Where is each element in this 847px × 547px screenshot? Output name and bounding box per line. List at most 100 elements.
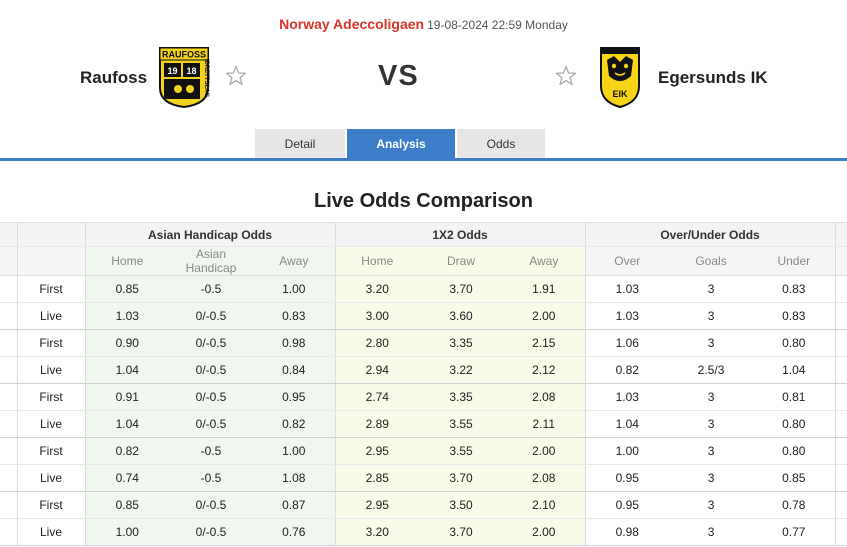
cell-ah-handicap[interactable]: 0/-0.5: [169, 518, 253, 546]
cell-ou-goals[interactable]: 3: [669, 383, 754, 411]
cell-1x2-draw[interactable]: 3.55: [419, 410, 504, 438]
cell-ah-home[interactable]: 0.90: [84, 329, 169, 357]
cell-ah-handicap[interactable]: -0.5: [169, 437, 253, 465]
tab-odds[interactable]: Odds: [457, 129, 545, 159]
cell-1x2-home[interactable]: 2.94: [334, 356, 420, 384]
cell-1x2-draw[interactable]: 3.22: [419, 356, 504, 384]
cell-ah-away[interactable]: 0.82: [253, 410, 336, 438]
cell-ou-under[interactable]: 0.80: [753, 329, 836, 357]
cell-1x2-draw[interactable]: 3.70: [419, 275, 504, 303]
cell-1x2-draw[interactable]: 3.60: [419, 302, 504, 330]
cell-ah-handicap[interactable]: 0/-0.5: [169, 302, 253, 330]
cell-ou-goals[interactable]: 3: [669, 518, 754, 546]
cell-ah-away[interactable]: 0.95: [253, 383, 336, 411]
cell-1x2-draw[interactable]: 3.70: [419, 464, 504, 492]
cell-ou-over[interactable]: 1.03: [584, 383, 670, 411]
cell-ah-home[interactable]: 1.03: [84, 302, 169, 330]
cell-1x2-draw[interactable]: 3.50: [419, 491, 504, 519]
cell-ou-over[interactable]: 0.82: [584, 356, 670, 384]
cell-1x2-away[interactable]: 2.08: [503, 383, 586, 411]
cell-ou-over[interactable]: 1.00: [584, 437, 670, 465]
cell-ah-away[interactable]: 0.84: [253, 356, 336, 384]
cell-ah-home[interactable]: 0.91: [84, 383, 169, 411]
cell-ou-under[interactable]: 0.85: [753, 464, 836, 492]
cell-ah-away[interactable]: 1.00: [253, 275, 336, 303]
cell-ah-handicap[interactable]: -0.5: [169, 275, 253, 303]
cell-ou-goals[interactable]: 3: [669, 329, 754, 357]
cell-1x2-home[interactable]: 2.74: [334, 383, 420, 411]
cell-ou-under[interactable]: 0.77: [753, 518, 836, 546]
cell-ou-over[interactable]: 0.95: [584, 464, 670, 492]
cell-ou-over[interactable]: 0.98: [584, 518, 670, 546]
tab-analysis[interactable]: Analysis: [347, 129, 455, 159]
cell-ah-away[interactable]: 1.00: [253, 437, 336, 465]
cell-ah-home[interactable]: 0.85: [84, 275, 169, 303]
cell-ah-handicap[interactable]: 0/-0.5: [169, 356, 253, 384]
cell-1x2-away[interactable]: 2.10: [503, 491, 586, 519]
cell-ou-goals[interactable]: 3: [669, 410, 754, 438]
cell-ah-handicap[interactable]: 0/-0.5: [169, 410, 253, 438]
cell-ou-over[interactable]: 1.04: [584, 410, 670, 438]
cell-ah-home[interactable]: 1.00: [84, 518, 169, 546]
cell-1x2-away[interactable]: 2.12: [503, 356, 586, 384]
cell-1x2-draw[interactable]: 3.35: [419, 383, 504, 411]
cell-ah-home[interactable]: 0.74: [84, 464, 169, 492]
cell-ou-goals[interactable]: 2.5/3: [669, 356, 754, 384]
cell-1x2-draw[interactable]: 3.70: [419, 518, 504, 546]
cell-1x2-home[interactable]: 3.00: [334, 302, 420, 330]
away-team-name[interactable]: Egersunds IK: [658, 68, 768, 87]
cell-ou-under[interactable]: 1.04: [753, 356, 836, 384]
cell-1x2-away[interactable]: 2.08: [503, 464, 586, 492]
cell-1x2-home[interactable]: 3.20: [334, 518, 420, 546]
cell-1x2-away[interactable]: 1.91: [503, 275, 586, 303]
row-type-label: Live: [17, 518, 85, 546]
cell-ou-over[interactable]: 0.95: [584, 491, 670, 519]
cell-ou-goals[interactable]: 3: [669, 275, 754, 303]
cell-ah-handicap[interactable]: 0/-0.5: [169, 383, 253, 411]
cell-ah-handicap[interactable]: 0/-0.5: [169, 329, 253, 357]
tab-detail[interactable]: Detail: [255, 129, 345, 159]
cell-ah-home[interactable]: 1.04: [84, 410, 169, 438]
cell-1x2-away[interactable]: 2.00: [503, 302, 586, 330]
cell-ou-over[interactable]: 1.06: [584, 329, 670, 357]
league-name[interactable]: Norway Adeccoligaen: [279, 16, 425, 32]
cell-ah-away[interactable]: 0.98: [253, 329, 336, 357]
cell-ah-handicap[interactable]: 0/-0.5: [169, 491, 253, 519]
cell-ou-over[interactable]: 1.03: [584, 275, 670, 303]
home-team-name[interactable]: Raufoss: [80, 68, 148, 87]
cell-1x2-away[interactable]: 2.00: [503, 518, 586, 546]
cell-1x2-home[interactable]: 2.95: [334, 491, 420, 519]
cell-ah-away[interactable]: 0.83: [253, 302, 336, 330]
cell-1x2-away[interactable]: 2.15: [503, 329, 586, 357]
cell-ou-over[interactable]: 1.03: [584, 302, 670, 330]
cell-ou-under[interactable]: 0.83: [753, 302, 836, 330]
cell-1x2-home[interactable]: 3.20: [334, 275, 420, 303]
cell-ah-away[interactable]: 1.08: [253, 464, 336, 492]
cell-1x2-away[interactable]: 2.00: [503, 437, 586, 465]
cell-1x2-away[interactable]: 2.11: [503, 410, 586, 438]
cell-1x2-draw[interactable]: 3.35: [419, 329, 504, 357]
favorite-star-icon[interactable]: [554, 64, 578, 88]
cell-1x2-home[interactable]: 2.89: [334, 410, 420, 438]
cell-ou-under[interactable]: 0.80: [753, 437, 836, 465]
cell-ou-under[interactable]: 0.80: [753, 410, 836, 438]
cell-ah-home[interactable]: 1.04: [84, 356, 169, 384]
cell-ou-goals[interactable]: 3: [669, 464, 754, 492]
cell-1x2-draw[interactable]: 3.55: [419, 437, 504, 465]
cell-ou-under[interactable]: 0.83: [753, 275, 836, 303]
cell-ou-goals[interactable]: 3: [669, 302, 754, 330]
cell-ou-goals[interactable]: 3: [669, 437, 754, 465]
table-row: Live 0.74 -0.5 1.08 2.85 3.70 2.08 0.95 3 0.85: [0, 464, 847, 492]
cell-1x2-home[interactable]: 2.80: [334, 329, 420, 357]
cell-ah-away[interactable]: 0.87: [253, 491, 336, 519]
cell-ah-home[interactable]: 0.82: [84, 437, 169, 465]
favorite-star-icon[interactable]: [224, 64, 248, 88]
cell-1x2-home[interactable]: 2.95: [334, 437, 420, 465]
cell-ah-handicap[interactable]: -0.5: [169, 464, 253, 492]
cell-1x2-home[interactable]: 2.85: [334, 464, 420, 492]
cell-ou-under[interactable]: 0.81: [753, 383, 836, 411]
cell-ou-under[interactable]: 0.78: [753, 491, 836, 519]
cell-ou-goals[interactable]: 3: [669, 491, 754, 519]
cell-ah-home[interactable]: 0.85: [84, 491, 169, 519]
cell-ah-away[interactable]: 0.76: [253, 518, 336, 546]
